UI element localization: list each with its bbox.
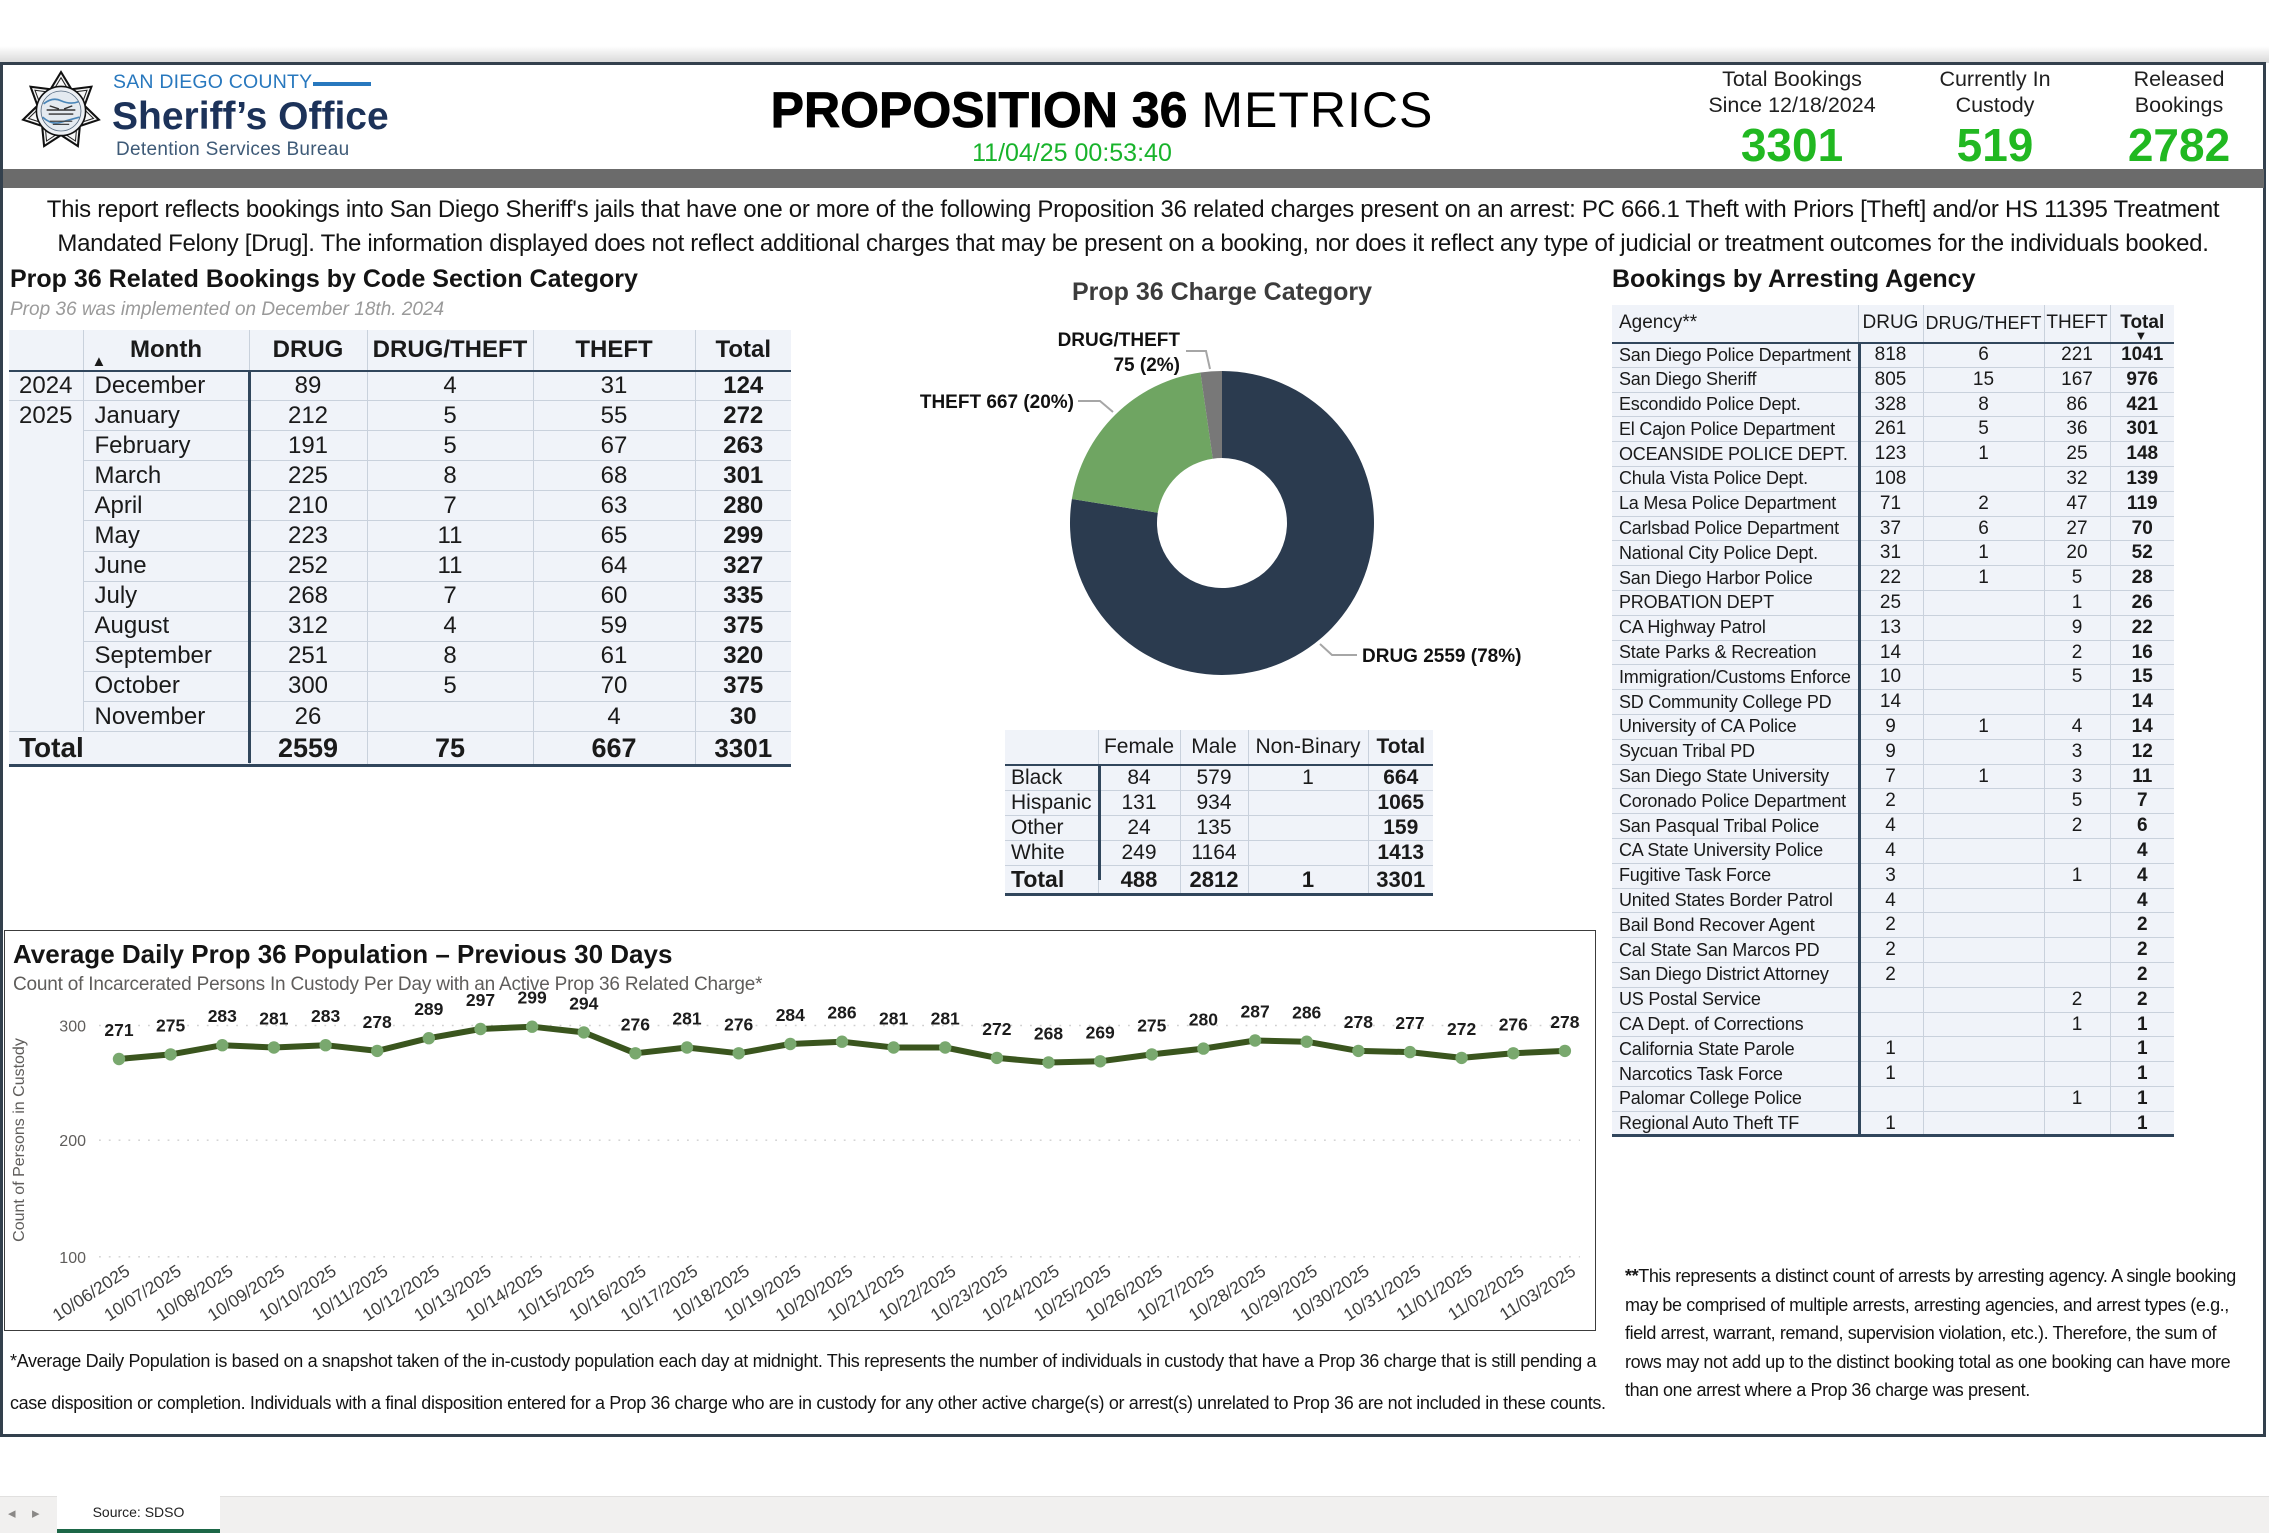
- svg-text:DRUG/THEFT: DRUG/THEFT: [1058, 330, 1181, 351]
- svg-text:THEFT 667 (20%): THEFT 667 (20%): [920, 392, 1074, 413]
- svg-text:269: 269: [1086, 1022, 1115, 1042]
- svg-text:100: 100: [59, 1250, 86, 1267]
- svg-text:275: 275: [156, 1015, 185, 1035]
- svg-text:300: 300: [59, 1019, 86, 1036]
- svg-text:268: 268: [1034, 1024, 1063, 1044]
- svg-text:299: 299: [517, 988, 546, 1008]
- svg-text:287: 287: [1240, 1002, 1269, 1022]
- svg-text:289: 289: [414, 999, 443, 1019]
- svg-text:278: 278: [1344, 1012, 1373, 1032]
- svg-text:272: 272: [982, 1019, 1011, 1039]
- svg-text:283: 283: [208, 1006, 237, 1026]
- svg-text:286: 286: [827, 1003, 856, 1023]
- svg-text:275: 275: [1137, 1015, 1166, 1035]
- svg-text:281: 281: [259, 1009, 288, 1029]
- svg-text:281: 281: [879, 1009, 908, 1029]
- svg-text:276: 276: [621, 1014, 650, 1034]
- svg-text:284: 284: [776, 1005, 805, 1025]
- svg-text:75 (2%): 75 (2%): [1113, 355, 1180, 376]
- svg-text:271: 271: [104, 1020, 133, 1040]
- svg-text:278: 278: [363, 1012, 392, 1032]
- svg-text:278: 278: [1550, 1012, 1579, 1032]
- svg-text:272: 272: [1447, 1019, 1476, 1039]
- svg-text:276: 276: [724, 1014, 753, 1034]
- svg-text:276: 276: [1499, 1014, 1528, 1034]
- svg-text:286: 286: [1292, 1003, 1321, 1023]
- svg-text:281: 281: [672, 1009, 701, 1029]
- svg-text:297: 297: [466, 990, 495, 1010]
- svg-text:277: 277: [1395, 1013, 1424, 1033]
- svg-text:281: 281: [931, 1009, 960, 1029]
- svg-text:Count of Persons in Custody: Count of Persons in Custody: [11, 1038, 28, 1242]
- svg-text:200: 200: [59, 1133, 86, 1150]
- svg-text:280: 280: [1189, 1010, 1218, 1030]
- svg-text:283: 283: [311, 1006, 340, 1026]
- svg-text:DRUG 2559 (78%): DRUG 2559 (78%): [1362, 646, 1521, 667]
- svg-text:294: 294: [569, 993, 598, 1013]
